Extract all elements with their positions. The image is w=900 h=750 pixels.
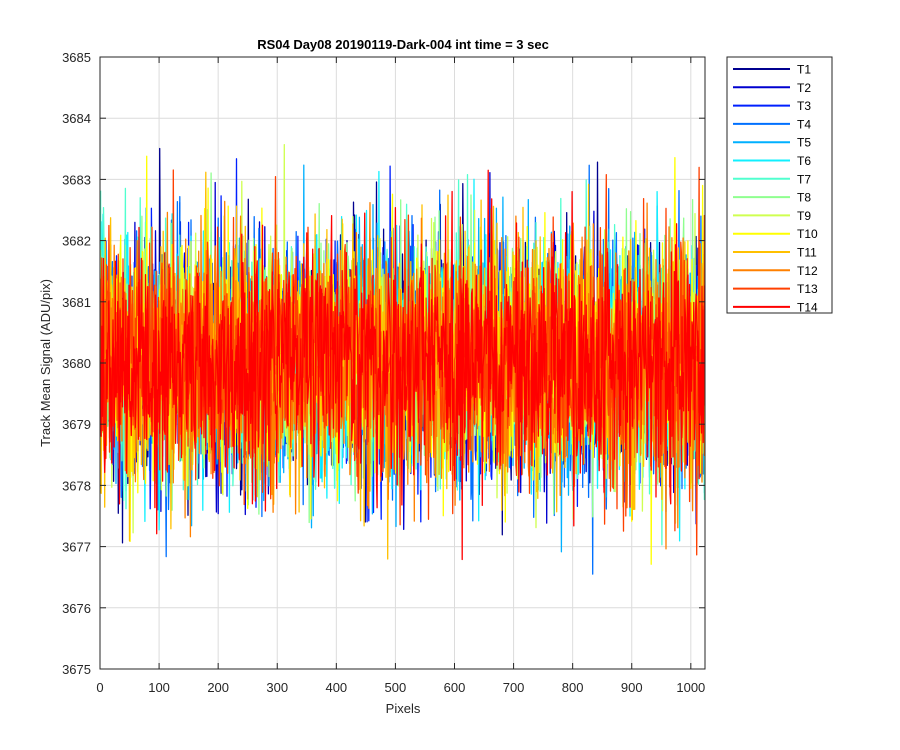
x-axis: 0 100 200 300 400 500 600 700 800 900 1000 bbox=[96, 57, 705, 695]
x-tick-label: 1000 bbox=[676, 680, 705, 695]
x-tick-label: 100 bbox=[148, 680, 170, 695]
legend-label-t10: T10 bbox=[797, 227, 818, 241]
x-axis-label: Pixels bbox=[386, 701, 421, 716]
legend-label-t1: T1 bbox=[797, 63, 811, 77]
x-tick-label: 0 bbox=[96, 680, 103, 695]
legend-label-t14: T14 bbox=[797, 300, 818, 314]
legend-label-t2: T2 bbox=[797, 81, 811, 95]
x-tick-label: 400 bbox=[325, 680, 347, 695]
x-tick-label: 800 bbox=[562, 680, 584, 695]
y-tick-label: 3680 bbox=[62, 356, 91, 371]
legend-label-t7: T7 bbox=[797, 172, 811, 186]
legend-label-t5: T5 bbox=[797, 136, 811, 150]
series-line-t14 bbox=[100, 169, 705, 561]
y-tick-label: 3679 bbox=[62, 417, 91, 432]
x-tick-label: 700 bbox=[503, 680, 525, 695]
legend-label-t3: T3 bbox=[797, 99, 811, 113]
y-tick-label: 3677 bbox=[62, 540, 91, 555]
x-tick-label: 600 bbox=[444, 680, 466, 695]
y-tick-label: 3683 bbox=[62, 172, 91, 187]
y-tick-label: 3681 bbox=[62, 295, 91, 310]
x-tick-label: 200 bbox=[207, 680, 229, 695]
legend-label-t12: T12 bbox=[797, 264, 818, 278]
legend-label-t4: T4 bbox=[797, 117, 811, 131]
chart-title: RS04 Day08 20190119-Dark-004 int time = … bbox=[257, 37, 549, 52]
y-tick-label: 3676 bbox=[62, 601, 91, 616]
legend-label-t11: T11 bbox=[797, 246, 817, 260]
y-tick-label: 3678 bbox=[62, 478, 91, 493]
x-tick-label: 900 bbox=[621, 680, 643, 695]
y-axis-label: Track Mean Signal (ADU/pix) bbox=[38, 279, 53, 447]
y-axis: 3675 3676 3677 3678 3679 3680 3681 3682 3683 3684… bbox=[62, 50, 705, 677]
legend-label-t6: T6 bbox=[797, 154, 811, 168]
legend-label-t8: T8 bbox=[797, 191, 811, 205]
plot-area bbox=[100, 143, 705, 575]
y-tick-label: 3682 bbox=[62, 234, 91, 249]
legend-label-t9: T9 bbox=[797, 209, 811, 223]
x-tick-label: 500 bbox=[385, 680, 407, 695]
y-tick-label: 3684 bbox=[62, 111, 91, 126]
legend: T1 T2 T3 T4 T5 T6 T7 T8 T9 T10 T11 T12 T13 T14 bbox=[726, 56, 833, 314]
y-tick-label: 3675 bbox=[62, 662, 91, 677]
legend-label-t13: T13 bbox=[797, 282, 818, 296]
y-tick-label: 3685 bbox=[62, 50, 91, 65]
x-tick-label: 300 bbox=[266, 680, 288, 695]
